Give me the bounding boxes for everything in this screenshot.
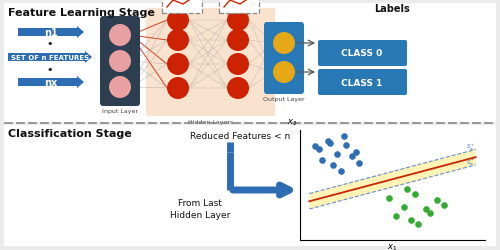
FancyBboxPatch shape — [318, 70, 407, 96]
FancyBboxPatch shape — [162, 0, 202, 14]
Point — [314, 148, 322, 152]
Circle shape — [167, 30, 189, 52]
Text: $S_w^-$: $S_w^-$ — [466, 158, 476, 168]
Point — [352, 150, 360, 154]
Point — [392, 214, 400, 218]
Text: nx: nx — [44, 78, 58, 88]
Circle shape — [227, 78, 249, 100]
Text: Reduced Features < n: Reduced Features < n — [190, 132, 290, 140]
Y-axis label: $x_2$: $x_2$ — [288, 117, 298, 128]
FancyBboxPatch shape — [100, 17, 140, 106]
Circle shape — [227, 30, 249, 52]
Circle shape — [167, 10, 189, 32]
Text: Classification Stage: Classification Stage — [8, 128, 132, 138]
Text: SET OF n FEATURES: SET OF n FEATURES — [11, 55, 89, 61]
X-axis label: $x_1$: $x_1$ — [388, 242, 398, 250]
Text: n1: n1 — [44, 28, 58, 38]
Polygon shape — [309, 150, 476, 209]
Point — [422, 207, 430, 211]
Point — [340, 134, 348, 138]
Circle shape — [273, 33, 295, 55]
Circle shape — [109, 77, 131, 98]
Point — [318, 159, 326, 163]
FancyArrow shape — [8, 52, 92, 64]
Text: $S_w^+$: $S_w^+$ — [466, 142, 476, 152]
Text: CLASS 0: CLASS 0 — [342, 49, 382, 58]
Point — [440, 203, 448, 207]
FancyBboxPatch shape — [4, 126, 496, 246]
Point — [400, 205, 407, 209]
Point — [410, 192, 418, 196]
FancyBboxPatch shape — [264, 23, 304, 95]
Circle shape — [273, 62, 295, 84]
Text: Labels: Labels — [374, 4, 410, 14]
Text: CLASS 1: CLASS 1 — [342, 78, 382, 87]
FancyBboxPatch shape — [146, 9, 275, 117]
Point — [348, 154, 356, 158]
FancyBboxPatch shape — [219, 0, 259, 14]
Circle shape — [109, 51, 131, 73]
Circle shape — [109, 25, 131, 47]
Text: •: • — [47, 65, 53, 75]
Circle shape — [227, 54, 249, 76]
Text: Feature Learning Stage: Feature Learning Stage — [8, 8, 155, 18]
Point — [385, 196, 393, 200]
Point — [330, 163, 338, 167]
Circle shape — [167, 78, 189, 100]
FancyBboxPatch shape — [318, 41, 407, 67]
Point — [426, 212, 434, 216]
Point — [342, 144, 350, 148]
Point — [407, 218, 415, 222]
FancyArrow shape — [18, 27, 84, 39]
Point — [336, 170, 344, 174]
Circle shape — [167, 54, 189, 76]
FancyBboxPatch shape — [4, 4, 496, 122]
Point — [404, 188, 411, 192]
Point — [326, 141, 334, 145]
Point — [433, 198, 441, 202]
Point — [324, 139, 332, 143]
FancyArrow shape — [18, 77, 84, 89]
Point — [355, 161, 363, 165]
Text: Input Layer: Input Layer — [102, 108, 138, 114]
Circle shape — [227, 10, 249, 32]
Text: •: • — [47, 39, 53, 49]
Point — [414, 222, 422, 226]
Point — [333, 152, 341, 156]
Text: From Last
Hidden Layer: From Last Hidden Layer — [170, 198, 230, 219]
Text: Hidden Layers: Hidden Layers — [188, 120, 233, 124]
Point — [311, 144, 319, 148]
Text: Output Layer: Output Layer — [263, 96, 305, 102]
